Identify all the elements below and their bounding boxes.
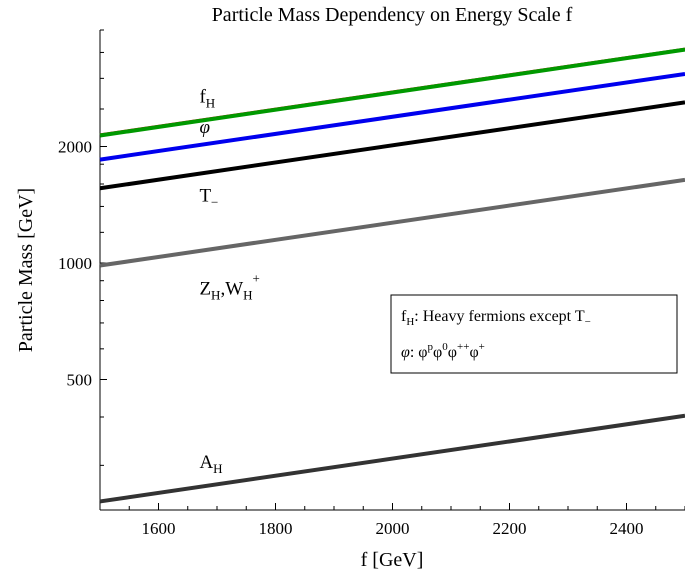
plot-frame <box>99 30 685 511</box>
y-tick-label-2000: 2000 <box>58 137 92 156</box>
legend-phi-plus: φ <box>469 344 478 361</box>
legend-phi-plus-sup: + <box>479 341 485 353</box>
legend-fermion-text: : Heavy fermions except T <box>414 308 585 325</box>
legend-phi-pp-sup: ++ <box>457 341 469 353</box>
legend-phi-pp: φ <box>448 344 457 361</box>
x-ticks: 1600 1800 2000 2200 2400 <box>99 503 685 538</box>
curve-label-1: φ <box>199 117 210 138</box>
x-tick-label-2200: 2200 <box>493 519 527 538</box>
y-tick-label-1000: 1000 <box>58 254 92 273</box>
y-ticks: 500 1000 2000 <box>58 137 107 389</box>
series-group <box>99 47 685 504</box>
y-axis-label: Particle Mass [GeV] <box>15 188 37 352</box>
curve-label-part: Z <box>199 278 211 299</box>
curve-label-part: H <box>211 287 220 302</box>
legend-phi-symbol: φ <box>401 344 410 361</box>
curve-label-part: H <box>206 95 215 110</box>
curve-label-part: A <box>199 452 213 473</box>
chart-title: Particle Mass Dependency on Energy Scale… <box>212 4 573 26</box>
legend-fermion-text-sub: − <box>585 316 591 328</box>
legend-box <box>390 294 678 374</box>
curve-label-0: fH <box>199 86 215 110</box>
series-line-fH_green <box>99 47 685 138</box>
y-minor-ticks <box>100 29 104 466</box>
legend-phi-p-sup: p <box>428 341 434 353</box>
x-axis-label: f [GeV] <box>361 549 424 571</box>
series-line-ZW <box>99 177 685 268</box>
legend-phi-p: : φ <box>410 344 428 361</box>
legend-fermion-symbol-sub: H <box>406 316 414 328</box>
x-tick-label-1600: 1600 <box>142 519 176 538</box>
curve-label-part: T <box>199 186 211 207</box>
series-line-phi <box>99 71 685 162</box>
curve-label-part: H <box>243 287 252 302</box>
curve-label-3: ZH,WH+ <box>199 270 259 302</box>
x-tick-label-2400: 2400 <box>610 519 644 538</box>
x-tick-label-2000: 2000 <box>376 519 410 538</box>
curve-label-part: H <box>213 461 222 476</box>
legend-line-fermions: fH: Heavy fermions except T− <box>401 308 591 328</box>
legend-fermion-symbol: f <box>401 308 407 325</box>
curve-label-part: f <box>199 86 206 107</box>
x-tick-label-1800: 1800 <box>259 519 293 538</box>
curve-label-2: T− <box>199 186 218 210</box>
legend: fH: Heavy fermions except T− φ: φpφ0φ++φ… <box>390 294 678 374</box>
y-tick-label-500: 500 <box>67 370 93 389</box>
series-line-Tminus <box>99 100 685 191</box>
series-line-AH <box>99 413 685 504</box>
curve-label-part: + <box>253 270 260 285</box>
curve-label-4: AH <box>199 452 222 476</box>
legend-phi-0-sup: 0 <box>442 341 448 353</box>
curve-label-part: ,W <box>220 278 243 299</box>
legend-line-scalars: φ: φpφ0φ++φ+ <box>401 341 485 361</box>
curve-label-part: φ <box>199 117 210 138</box>
curve-label-part: − <box>211 195 218 210</box>
legend-phi-0: φ <box>433 344 442 361</box>
